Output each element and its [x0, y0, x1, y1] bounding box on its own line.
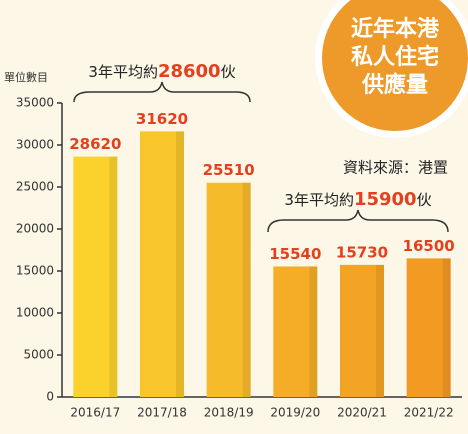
brace — [267, 209, 449, 233]
y-tick-label: 0 — [46, 390, 54, 404]
annotation-prefix: 3年平均約 — [88, 63, 158, 81]
brace — [73, 81, 251, 103]
y-tick-label: 10000 — [16, 306, 54, 320]
value-label: 15540 — [269, 245, 321, 263]
annotation: 3年平均約28600伙 — [88, 61, 235, 82]
annotation-value: 15900 — [354, 189, 417, 210]
x-tick-label: 2016/17 — [70, 406, 120, 420]
badge-line: 私人住宅 — [351, 44, 439, 70]
x-tick-label: 2021/22 — [404, 406, 454, 420]
x-tick-label: 2020/21 — [337, 406, 387, 420]
value-label: 15730 — [336, 243, 388, 261]
source: 資料來源：港置 — [343, 159, 448, 177]
y-tick-label: 20000 — [16, 222, 54, 236]
value-label: 28620 — [69, 135, 121, 153]
bar — [406, 258, 451, 397]
badge-line: 供應量 — [361, 72, 428, 98]
bar-side — [442, 258, 451, 397]
y-tick-label: 15000 — [16, 264, 54, 278]
annotation-prefix: 3年平均約 — [284, 191, 354, 209]
x-tick-label: 2019/20 — [270, 406, 320, 420]
bar-side — [242, 182, 251, 397]
x-tick-label: 2018/19 — [204, 406, 254, 420]
badge — [322, 0, 468, 131]
badge-line: 近年本港 — [351, 16, 440, 42]
value-label: 31620 — [136, 110, 188, 128]
bar-side — [376, 264, 384, 397]
bar-side — [109, 156, 118, 397]
bar — [206, 182, 251, 397]
y-tick-label: 35000 — [16, 96, 54, 110]
bar-side — [309, 266, 318, 397]
bar — [73, 156, 118, 397]
y-tick-label: 5000 — [23, 348, 54, 362]
value-label: 16500 — [403, 237, 455, 255]
value-label: 25510 — [203, 161, 255, 179]
bar — [273, 266, 318, 397]
bar — [340, 264, 384, 397]
annotation-value: 28600 — [158, 61, 221, 82]
annotation-suffix: 伙 — [221, 63, 236, 81]
annotation-suffix: 伙 — [417, 191, 432, 209]
x-tick-label: 2017/18 — [137, 406, 187, 420]
y-tick-label: 25000 — [16, 180, 54, 194]
y-axis-label: 單位數目 — [4, 70, 48, 84]
y-tick-label: 30000 — [16, 138, 54, 152]
annotation: 3年平均約15900伙 — [284, 189, 431, 210]
bar — [140, 131, 184, 397]
bar-side — [176, 131, 184, 397]
